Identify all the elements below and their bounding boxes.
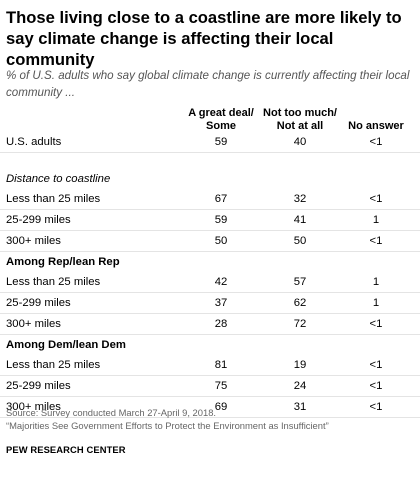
table-cell-value: 37 (214, 297, 228, 309)
table-row: Less than 25 miles 42 57 1 (0, 272, 420, 293)
table-cell-value: 28 (214, 318, 228, 330)
section-heading-label: Distance to coastline (6, 173, 111, 185)
section-heading-label: Among Rep/lean Rep (6, 256, 120, 268)
table-cell-value: 1 (372, 276, 380, 288)
table-cell-value: 24 (293, 380, 307, 392)
section-heading: Among Dem/lean Dem (0, 335, 420, 355)
table-cell-value: 57 (293, 276, 307, 288)
table-cell-value: 1 (372, 297, 380, 309)
table-row: 25-299 miles 37 62 1 (0, 293, 420, 314)
chart-subtitle: % of U.S. adults who say global climate … (6, 69, 410, 99)
column-header-line: Not too much/ (263, 107, 337, 119)
table-cell-value: <1 (369, 359, 383, 371)
column-header-line: Some (206, 120, 236, 132)
table-cell-value: 69 (214, 401, 228, 413)
table-cell-value: <1 (369, 318, 383, 330)
table-cell-value: <1 (369, 380, 383, 392)
column-header-not-too-much: Not too much/ Not at all (257, 107, 343, 133)
table-cell-value: 32 (293, 193, 307, 205)
row-label: Less than 25 miles (6, 193, 101, 205)
table-cell-value: 75 (214, 380, 228, 392)
row-label: 300+ miles (6, 318, 61, 330)
row-label: 25-299 miles (6, 214, 71, 226)
table-row: 25-299 miles 75 24 <1 (0, 376, 420, 397)
column-header-no-answer: No answer (340, 120, 412, 133)
table-cell-value: <1 (369, 136, 383, 148)
row-label: Less than 25 miles (6, 359, 101, 371)
table-row: 300+ miles 69 31 <1 (0, 397, 420, 418)
table-cell-value: 59 (214, 214, 228, 226)
column-header-line: Not at all (276, 120, 324, 132)
table-cell-value: 50 (293, 235, 307, 247)
row-label: U.S. adults (6, 136, 62, 148)
row-spacer (0, 153, 420, 169)
table-cell-value: <1 (369, 401, 383, 413)
column-header-line: No answer (348, 120, 404, 132)
table-row: 300+ miles 50 50 <1 (0, 231, 420, 252)
table-row: 25-299 miles 59 41 1 (0, 210, 420, 231)
section-heading: Among Rep/lean Rep (0, 252, 420, 272)
column-header-line: A great deal/ (188, 107, 254, 119)
table-cell-value: 31 (293, 401, 307, 413)
table-cell-value: 62 (293, 297, 307, 309)
row-label: Less than 25 miles (6, 276, 101, 288)
column-header-great-deal-some: A great deal/ Some (178, 107, 264, 133)
source-line: Source: Survey conducted March 27-April … (6, 407, 217, 418)
table-cell-value: <1 (369, 235, 383, 247)
table-cell-value: 67 (214, 193, 228, 205)
section-heading: Distance to coastline (0, 169, 420, 189)
source-citation: “Majorities See Government Efforts to Pr… (6, 420, 329, 431)
table-cell-value: 40 (293, 136, 307, 148)
table-cell-value: 19 (293, 359, 307, 371)
table-cell-value: 50 (214, 235, 228, 247)
table-cell-value: 41 (293, 214, 307, 226)
table-row: Less than 25 miles 81 19 <1 (0, 355, 420, 376)
table-cell-value: 42 (214, 276, 228, 288)
table-row: U.S. adults 59 40 <1 (0, 132, 420, 153)
table-cell-value: 59 (214, 136, 228, 148)
table-body: U.S. adults 59 40 <1 Distance to coastline Le… (0, 132, 420, 418)
table-row: 300+ miles 28 72 <1 (0, 314, 420, 335)
row-label: 300+ miles (6, 235, 61, 247)
table-cell-value: 72 (293, 318, 307, 330)
table-cell-value: 81 (214, 359, 228, 371)
table-cell-value: <1 (369, 193, 383, 205)
table-cell-value: 1 (372, 214, 380, 226)
row-label: 300+ miles (6, 401, 61, 413)
footer-brand: PEW RESEARCH CENTER (6, 444, 126, 455)
chart-title: Those living close to a coastline are mo… (6, 8, 402, 69)
source-note: Source: Survey conducted March 27-April … (6, 406, 416, 432)
table-row: Less than 25 miles 67 32 <1 (0, 189, 420, 210)
section-heading-label: Among Dem/lean Dem (6, 339, 126, 351)
row-label: 25-299 miles (6, 297, 71, 309)
row-label: 25-299 miles (6, 380, 71, 392)
